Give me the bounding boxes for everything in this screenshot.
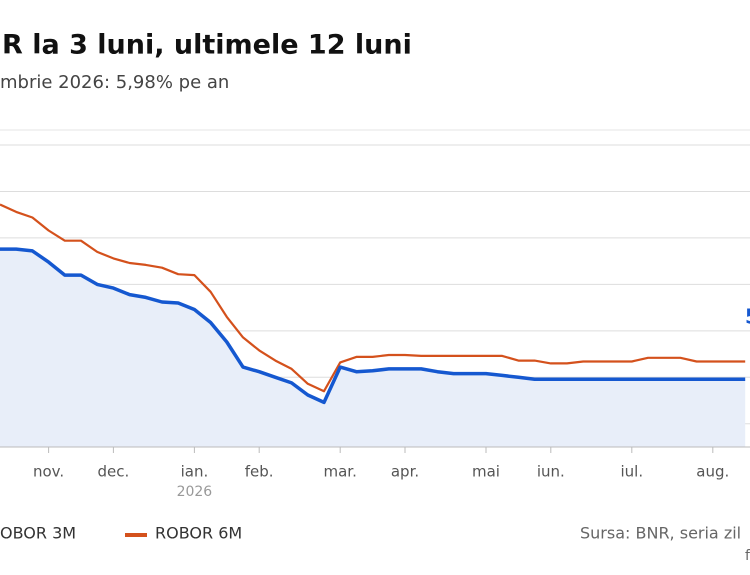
x-tick-label: dec. <box>98 463 130 481</box>
area <box>0 249 746 447</box>
legend-label: ROBOR 6M <box>155 524 242 543</box>
x-tick-label: mai <box>472 463 500 481</box>
year-label: 2026 <box>177 484 213 500</box>
end-label: 5 <box>745 305 750 329</box>
x-tick-label: iun. <box>537 463 565 481</box>
line <box>0 203 746 393</box>
legend-label: OBOR 3M <box>0 524 76 543</box>
source-note: f <box>745 548 750 564</box>
line <box>0 247 746 405</box>
x-tick-label: ian. <box>181 463 209 481</box>
x-tick-label: aug. <box>696 463 729 481</box>
source: Sursa: BNR, seria zil <box>580 524 741 543</box>
legend-swatch <box>125 533 147 537</box>
chart-title: R la 3 luni, ultimele 12 luni <box>2 30 412 61</box>
x-tick-label: iul. <box>620 463 643 481</box>
x-tick-label: mar. <box>324 463 357 481</box>
x-tick-label: apr. <box>391 463 419 481</box>
x-tick-label: feb. <box>245 463 274 481</box>
chart-subtitle: mbrie 2026: 5,98% pe an <box>0 72 229 93</box>
x-tick-label: nov. <box>33 463 64 481</box>
